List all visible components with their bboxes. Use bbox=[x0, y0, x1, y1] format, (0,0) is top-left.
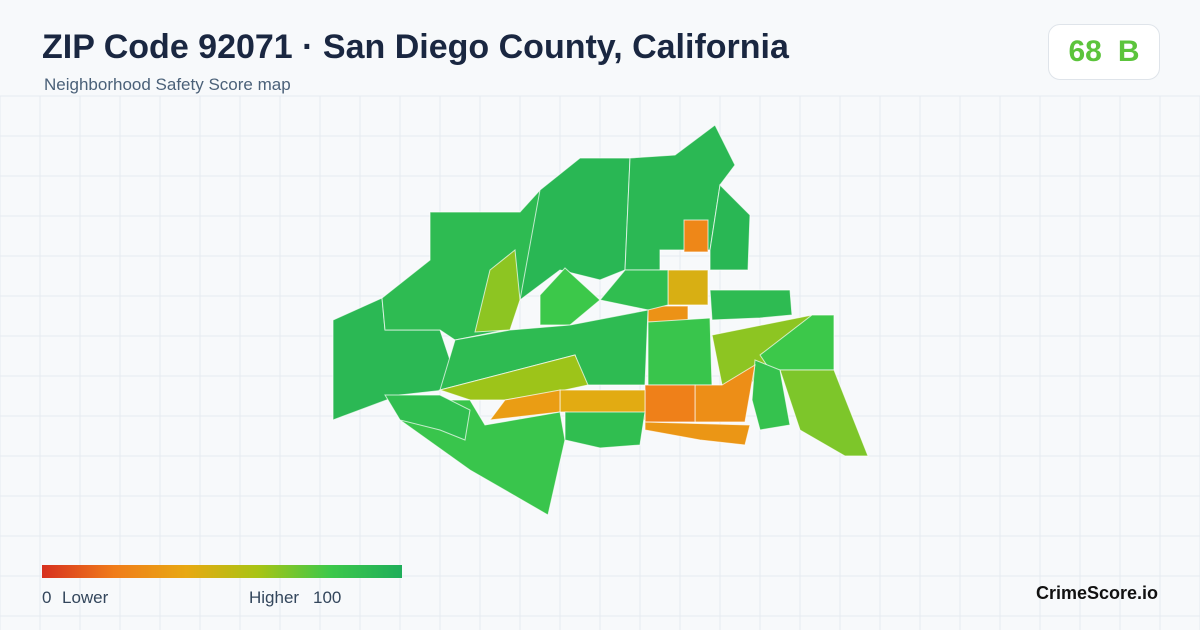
subtitle: Neighborhood Safety Score map bbox=[44, 75, 291, 94]
legend-high: Higher bbox=[249, 588, 300, 607]
neighborhood bbox=[474, 249, 521, 333]
neighborhood bbox=[683, 219, 709, 253]
score-badge: 68 B bbox=[1048, 24, 1160, 80]
brand: CrimeScore.io bbox=[1035, 583, 1158, 603]
neighborhood bbox=[647, 317, 713, 386]
neighborhood bbox=[709, 289, 793, 321]
neighborhood bbox=[751, 359, 791, 431]
neighborhood bbox=[779, 369, 869, 457]
title: ZIP Code 92071 · San Diego County, Calif… bbox=[42, 28, 789, 66]
legend-max: 100 bbox=[313, 588, 342, 607]
neighborhood bbox=[644, 421, 751, 446]
neighborhood bbox=[644, 384, 696, 423]
neighborhood bbox=[709, 183, 751, 271]
legend-min: 0 bbox=[42, 588, 52, 607]
legend-low: Lower bbox=[62, 588, 109, 607]
neighborhood bbox=[384, 394, 471, 441]
grade: B bbox=[1117, 35, 1140, 68]
neighborhood bbox=[564, 411, 646, 449]
score: 68 bbox=[1068, 35, 1102, 68]
legend-bar bbox=[42, 565, 402, 578]
neighborhood bbox=[667, 269, 709, 306]
neighborhood bbox=[539, 267, 601, 326]
neighborhood bbox=[599, 269, 669, 311]
